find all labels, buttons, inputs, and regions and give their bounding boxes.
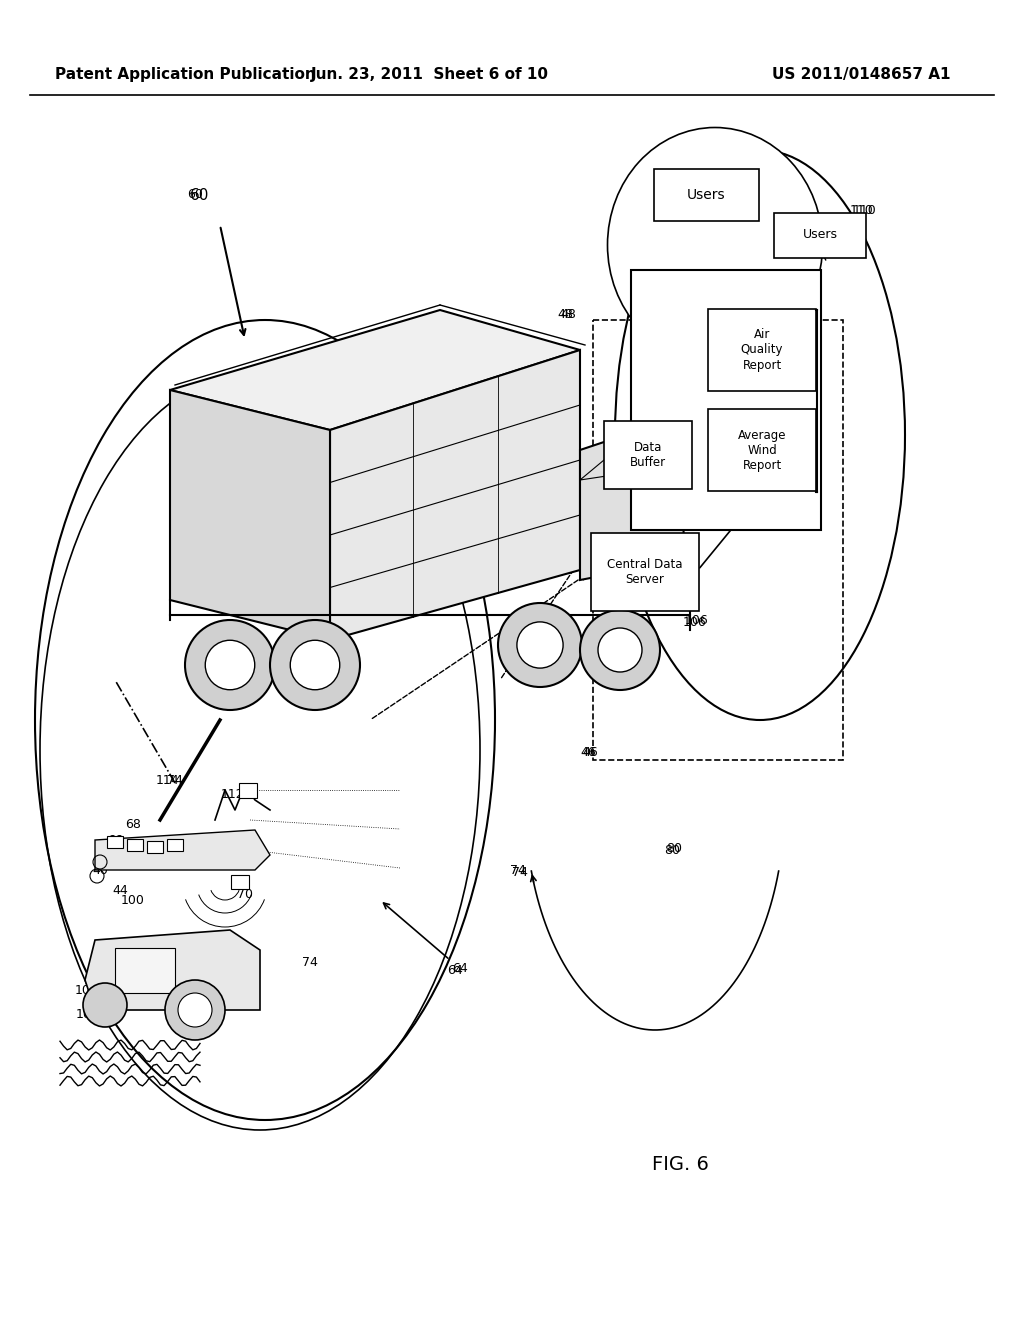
Text: Average
Wind
Report: Average Wind Report	[737, 429, 786, 471]
Text: 64: 64	[453, 961, 468, 974]
Text: 110: 110	[853, 203, 877, 216]
Circle shape	[270, 620, 360, 710]
Text: FIG. 6: FIG. 6	[651, 1155, 709, 1175]
Circle shape	[290, 640, 340, 690]
Text: 74: 74	[167, 774, 183, 787]
Text: 46: 46	[581, 747, 596, 759]
Polygon shape	[85, 931, 260, 1010]
Text: 68: 68	[125, 818, 141, 832]
Ellipse shape	[607, 128, 822, 363]
Text: Users: Users	[803, 228, 838, 242]
Bar	[653, 169, 759, 220]
Circle shape	[185, 620, 275, 710]
Circle shape	[178, 993, 212, 1027]
Polygon shape	[170, 310, 580, 430]
Text: Jun. 23, 2011  Sheet 6 of 10: Jun. 23, 2011 Sheet 6 of 10	[311, 67, 549, 82]
Bar	[239, 783, 257, 797]
Text: 104: 104	[76, 1008, 100, 1022]
Bar	[593, 319, 843, 760]
Text: 74: 74	[302, 957, 317, 969]
Text: 76: 76	[99, 849, 115, 862]
Bar	[591, 533, 699, 611]
Text: 118: 118	[622, 201, 645, 214]
Polygon shape	[580, 430, 685, 579]
Text: 102: 102	[318, 693, 342, 706]
Text: 116: 116	[778, 388, 802, 400]
Text: Central Data
Server: Central Data Server	[607, 558, 683, 586]
Circle shape	[205, 640, 255, 690]
Text: 30: 30	[555, 438, 571, 451]
Ellipse shape	[615, 150, 905, 719]
Text: 108: 108	[758, 508, 782, 521]
Text: 62: 62	[272, 499, 288, 511]
Polygon shape	[95, 830, 270, 870]
Polygon shape	[330, 350, 580, 640]
Text: 82: 82	[549, 475, 565, 488]
Text: 106: 106	[683, 615, 707, 628]
Bar	[167, 840, 183, 851]
Bar	[115, 948, 175, 993]
Text: 80: 80	[666, 842, 682, 854]
Text: 112: 112	[220, 788, 244, 801]
Text: Patent Application Publication: Patent Application Publication	[55, 67, 315, 82]
Bar	[708, 309, 816, 391]
Text: 114: 114	[156, 774, 179, 787]
Bar	[774, 213, 866, 257]
Text: 30: 30	[560, 438, 575, 451]
Text: Data
Buffer: Data Buffer	[630, 441, 666, 469]
Text: Air
Quality
Report: Air Quality Report	[740, 329, 783, 371]
Text: 60: 60	[190, 187, 210, 202]
Circle shape	[598, 628, 642, 672]
Bar	[127, 840, 143, 851]
Ellipse shape	[35, 319, 495, 1119]
Text: 116: 116	[776, 388, 800, 401]
Text: 66: 66	[108, 833, 123, 846]
Circle shape	[498, 603, 582, 686]
Text: 74: 74	[512, 866, 528, 879]
Text: 48: 48	[557, 309, 573, 322]
Bar	[231, 875, 249, 888]
Text: 74: 74	[510, 863, 526, 876]
Text: 48: 48	[560, 309, 575, 322]
Circle shape	[580, 610, 660, 690]
Text: 40: 40	[92, 863, 108, 876]
Text: 80: 80	[664, 843, 680, 857]
Text: 74: 74	[547, 614, 563, 627]
Text: 64: 64	[447, 964, 463, 977]
Text: 102: 102	[75, 983, 99, 997]
Polygon shape	[170, 389, 330, 640]
Text: 46: 46	[582, 746, 598, 759]
Text: 44: 44	[112, 883, 128, 896]
Bar	[147, 841, 163, 853]
Text: 108: 108	[760, 510, 784, 523]
Text: 70: 70	[237, 888, 253, 902]
Circle shape	[517, 622, 563, 668]
Text: 82: 82	[547, 474, 563, 487]
Text: 100: 100	[121, 894, 145, 907]
Bar	[106, 836, 123, 847]
Bar	[631, 271, 821, 531]
Text: 106: 106	[685, 614, 709, 627]
Circle shape	[83, 983, 127, 1027]
Bar	[708, 409, 816, 491]
Text: Users: Users	[687, 187, 725, 202]
Text: 118: 118	[622, 198, 645, 211]
Text: 60: 60	[187, 189, 203, 202]
Text: 58: 58	[240, 788, 256, 801]
Text: US 2011/0148657 A1: US 2011/0148657 A1	[771, 67, 950, 82]
Bar	[604, 421, 692, 488]
Text: 62: 62	[278, 499, 293, 511]
Circle shape	[165, 979, 225, 1040]
Text: 110: 110	[850, 203, 873, 216]
